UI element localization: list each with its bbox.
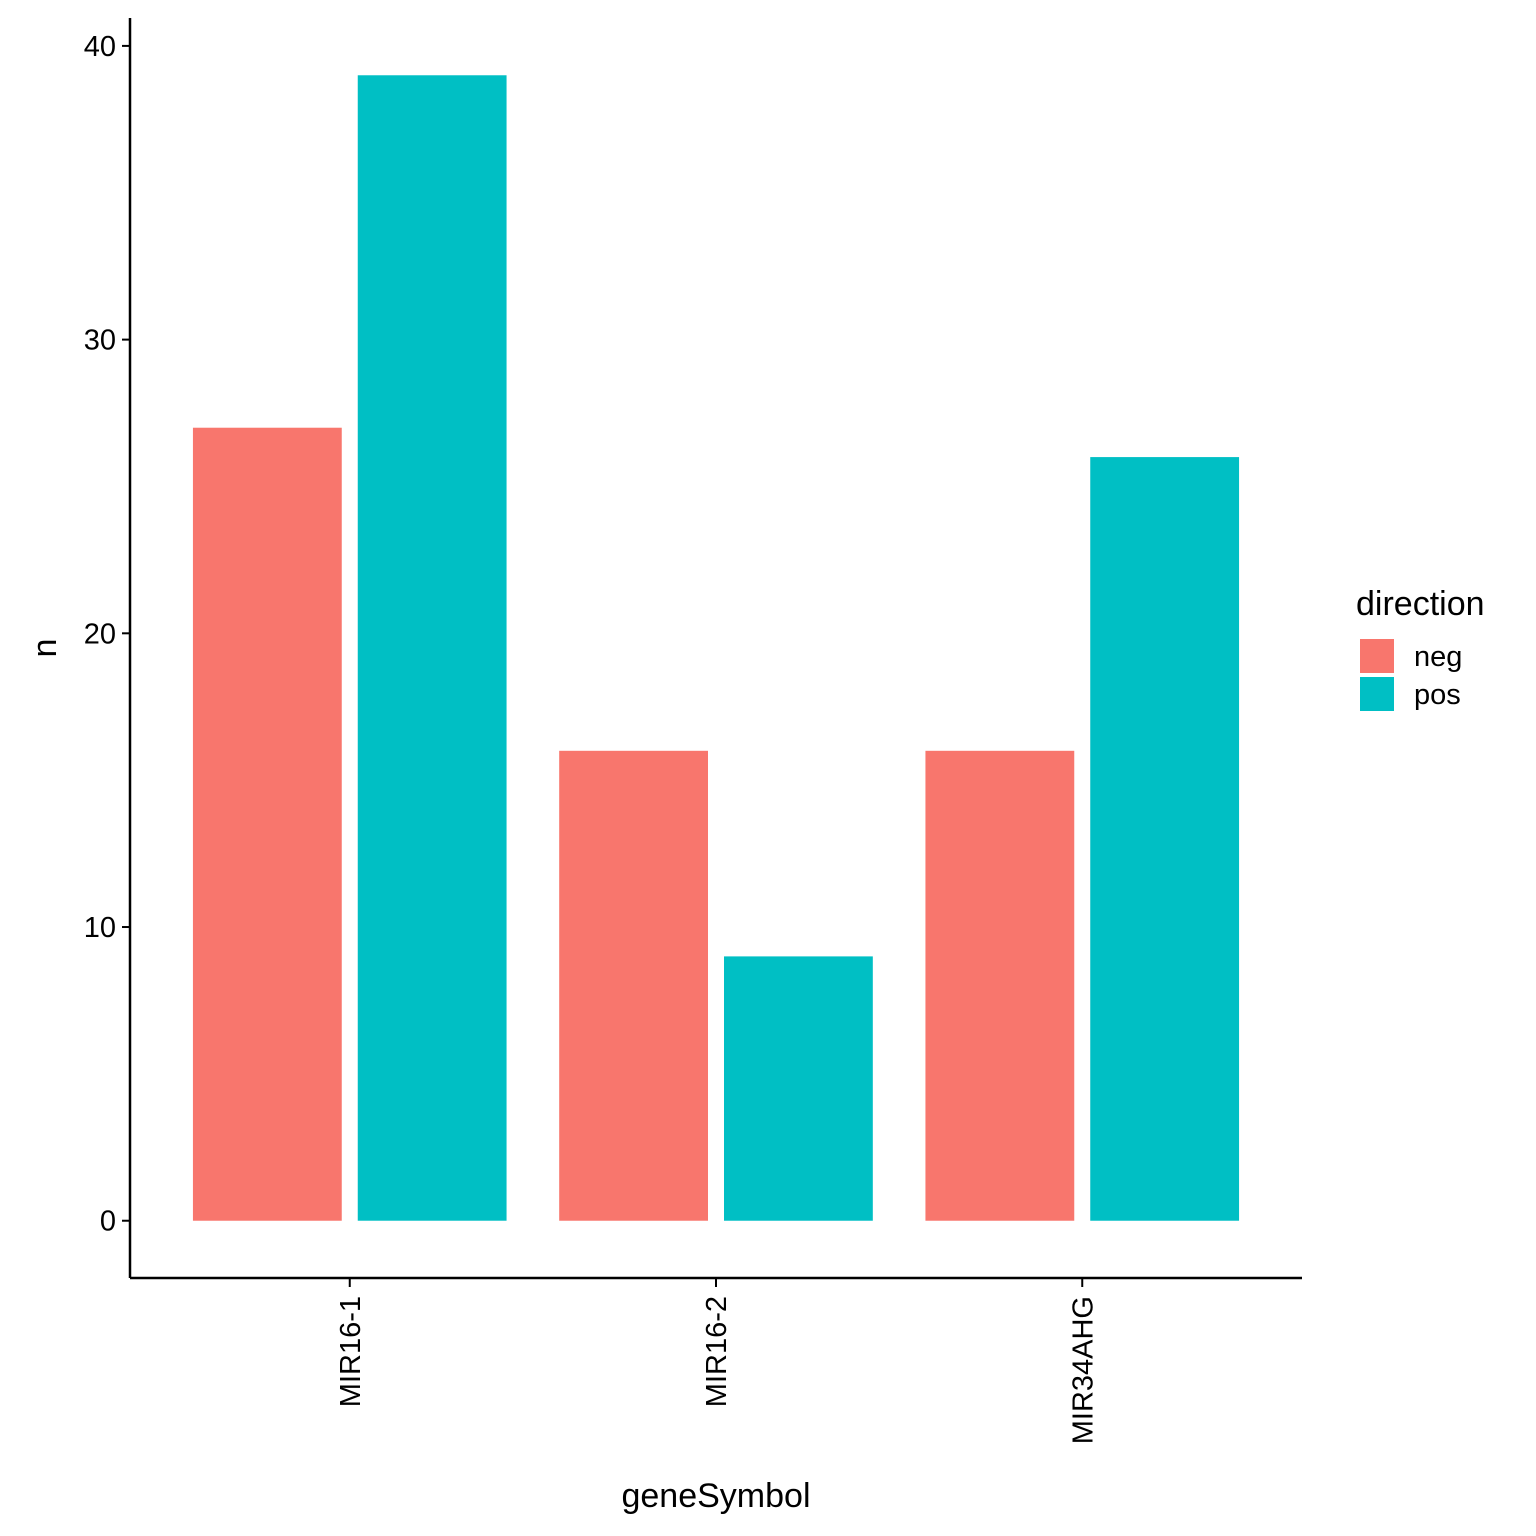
- legend-label-pos: pos: [1414, 679, 1461, 711]
- x-tick-label: MIR34AHG: [1067, 1296, 1099, 1444]
- y-tick-label: 30: [84, 325, 116, 357]
- bars-group: [192, 75, 1240, 1221]
- bar-pos-MIR34AHG: [1090, 457, 1240, 1221]
- legend-label-neg: neg: [1414, 641, 1462, 673]
- legend-key-neg: [1360, 639, 1394, 673]
- bar-neg-MIR16-1: [192, 427, 342, 1221]
- y-tick-label: 10: [84, 912, 116, 944]
- legend-key-pos: [1360, 677, 1394, 711]
- bar-pos-MIR16-2: [724, 956, 873, 1221]
- bar-neg-MIR16-2: [559, 750, 708, 1221]
- legend: direction neg pos: [1356, 585, 1485, 711]
- bar-pos-MIR16-1: [357, 75, 507, 1221]
- legend-title: direction: [1356, 585, 1485, 623]
- bar-neg-MIR34AHG: [925, 750, 1075, 1221]
- x-axis-title: geneSymbol: [621, 1477, 810, 1515]
- x-tick-label: MIR16-1: [335, 1296, 367, 1407]
- x-ticks-group: MIR16-1 MIR16-2 MIR34AHG: [335, 1278, 1099, 1444]
- y-tick-label: 20: [84, 618, 116, 650]
- y-tick-label: 40: [84, 31, 116, 63]
- x-tick-label: MIR16-2: [701, 1296, 733, 1407]
- y-ticks-group: 0 10 20 30 40: [84, 31, 130, 1238]
- y-axis-title: n: [26, 639, 64, 658]
- y-tick-label: 0: [100, 1206, 116, 1238]
